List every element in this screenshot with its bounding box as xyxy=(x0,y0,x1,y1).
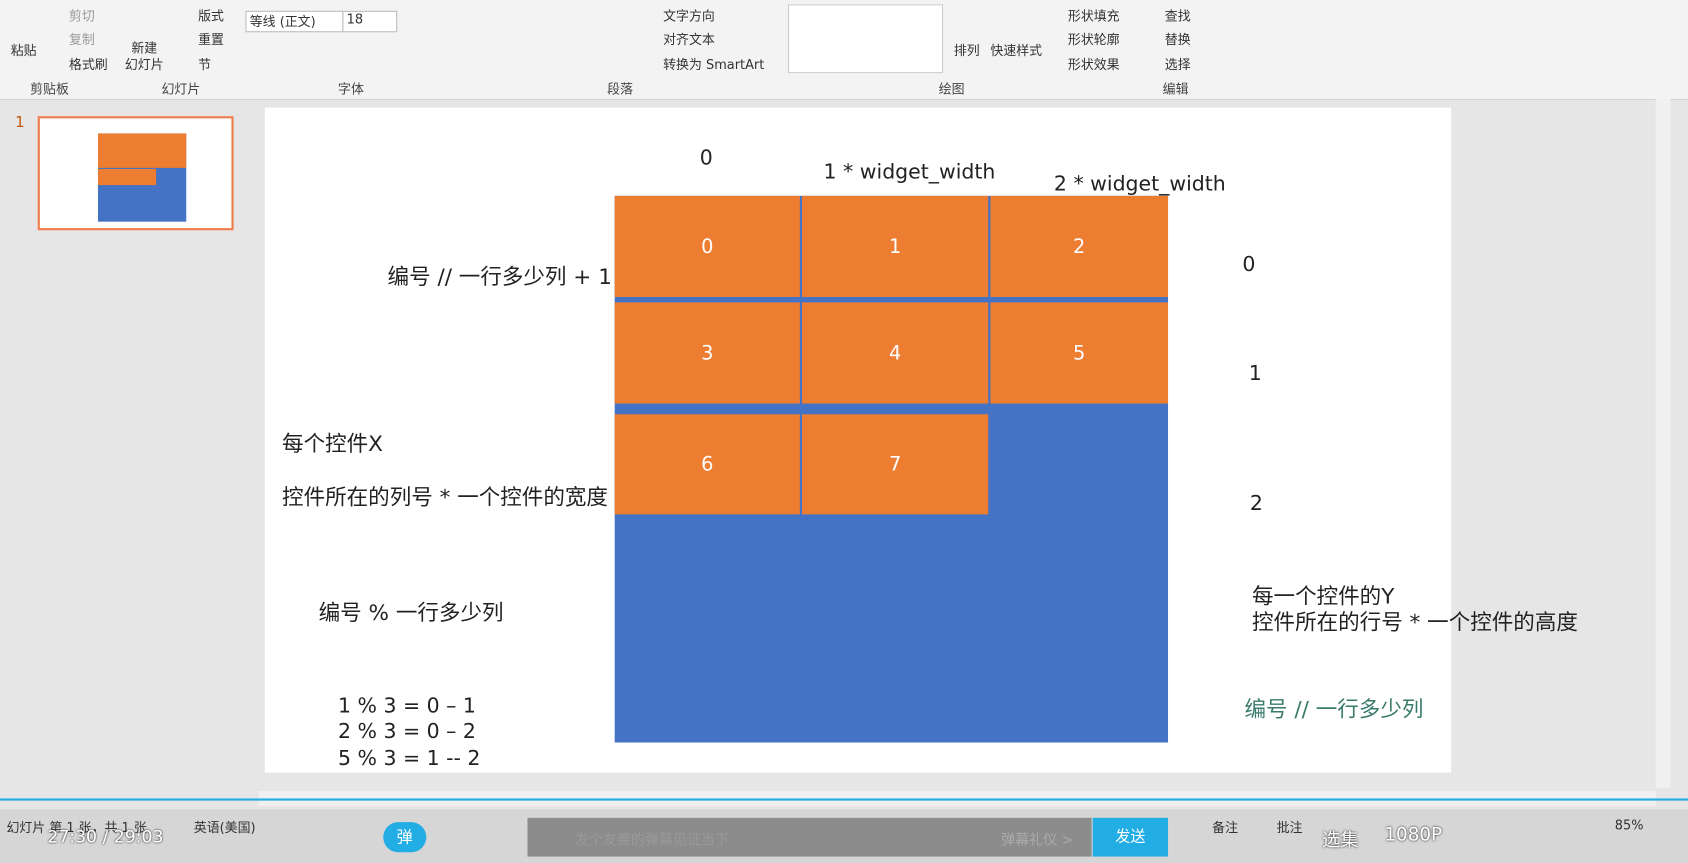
new-slide-button[interactable]: 新建 幻灯片 xyxy=(124,40,164,73)
font-name-box[interactable]: 等线 (正文) xyxy=(245,10,344,33)
comments-button[interactable]: 批注 xyxy=(1276,819,1303,836)
grid-cell: 2 xyxy=(990,195,1169,298)
paste-button[interactable]: 粘贴 xyxy=(10,43,37,59)
video-time: 27:30 / 29:03 xyxy=(47,826,164,847)
replace-button[interactable]: 替换 xyxy=(1164,32,1191,48)
smartart-button[interactable]: 转换为 SmartArt xyxy=(663,57,765,73)
episodes-button[interactable]: 选集 xyxy=(1321,829,1359,852)
grid-cell: 1 xyxy=(802,195,989,298)
row-label: 0 xyxy=(1242,252,1256,277)
grid-cell: 0 xyxy=(614,195,800,298)
annotation: 每个控件X xyxy=(282,430,383,457)
column-label: 2 * widget_width xyxy=(1053,172,1226,196)
grid-cell: 7 xyxy=(802,414,989,515)
shape-gallery[interactable] xyxy=(788,4,944,74)
section-button[interactable]: 节 xyxy=(198,57,212,73)
annotation: 每一个控件的Y xyxy=(1252,583,1395,610)
zoom-level[interactable]: 85% xyxy=(1614,817,1644,833)
layout-button[interactable]: 版式 xyxy=(198,8,224,24)
thumbnail-number: 1 xyxy=(15,114,25,132)
shape-effects-button[interactable]: 形状效果 xyxy=(1067,57,1120,73)
font-size-box[interactable]: 18 xyxy=(342,10,398,33)
select-button[interactable]: 选择 xyxy=(1164,57,1191,73)
group-label: 编辑 xyxy=(1162,81,1189,97)
column-label: 0 xyxy=(699,146,713,171)
slide-info: 幻灯片 第 1 张，共 1 张 xyxy=(6,819,147,836)
copy-button[interactable]: 复制 xyxy=(68,32,95,48)
row-label: 2 xyxy=(1249,491,1263,516)
thumbnail-cells xyxy=(97,133,187,168)
text-direction-button[interactable]: 文字方向 xyxy=(663,8,715,24)
example: 1 % 3 = 0 – 1 xyxy=(338,694,476,718)
group-label: 段落 xyxy=(607,81,634,97)
shape-outline-button[interactable]: 形状轮廓 xyxy=(1067,32,1120,48)
reset-button[interactable]: 重置 xyxy=(198,32,224,48)
align-text-button[interactable]: 对齐文本 xyxy=(663,32,715,48)
shape-fill-button[interactable]: 形状填充 xyxy=(1067,8,1120,24)
send-button[interactable]: 发送 xyxy=(1092,817,1169,857)
language: 英语(美国) xyxy=(193,819,256,836)
annotation: 控件所在的列号 * 一个控件的宽度 xyxy=(282,484,608,511)
danmaku-etiquette[interactable]: 弹幕礼仪 > xyxy=(1001,832,1074,850)
format-painter-button[interactable]: 格式刷 xyxy=(68,57,108,73)
danmaku-toggle[interactable]: 弹 xyxy=(383,822,427,853)
group-label: 绘图 xyxy=(938,81,965,97)
vertical-scrollbar[interactable] xyxy=(1655,99,1671,788)
annotation: 控件所在的行号 * 一个控件的高度 xyxy=(1252,609,1578,635)
danmaku-placeholder: 发个友善的弹幕见证当下 xyxy=(574,832,729,850)
cut-button[interactable]: 剪切 xyxy=(68,8,95,24)
group-label: 剪贴板 xyxy=(30,81,69,97)
arrange-button[interactable]: 排列 xyxy=(953,43,980,59)
annotation: 编号 // 一行多少列 xyxy=(1244,696,1424,723)
example: 2 % 3 = 0 – 2 xyxy=(338,719,476,744)
annotation: 编号 % 一行多少列 xyxy=(318,599,504,626)
quality-button[interactable]: 1080P xyxy=(1384,824,1443,846)
progress-bar[interactable] xyxy=(0,798,1688,801)
thumbnail-cells xyxy=(97,168,157,186)
group-label: 字体 xyxy=(338,81,364,97)
quick-styles-button[interactable]: 快速样式 xyxy=(990,43,1043,59)
find-button[interactable]: 查找 xyxy=(1164,8,1191,24)
annotation: 编号 // 一行多少列 + 1 xyxy=(387,263,612,290)
group-label: 幻灯片 xyxy=(161,81,201,97)
slide-thumbnail[interactable] xyxy=(37,116,234,231)
grid-cell: 4 xyxy=(802,302,989,404)
column-label: 1 * widget_width xyxy=(823,160,996,185)
notes-button[interactable]: 备注 xyxy=(1212,819,1239,836)
grid-cell: 3 xyxy=(614,302,800,404)
row-label: 1 xyxy=(1248,361,1262,386)
example: 5 % 3 = 1 -- 2 xyxy=(338,746,481,771)
grid-cell: 5 xyxy=(990,302,1169,404)
grid-cell: 6 xyxy=(614,414,800,515)
danmaku-input[interactable]: 发个友善的弹幕见证当下 弹幕礼仪 > xyxy=(527,817,1092,857)
